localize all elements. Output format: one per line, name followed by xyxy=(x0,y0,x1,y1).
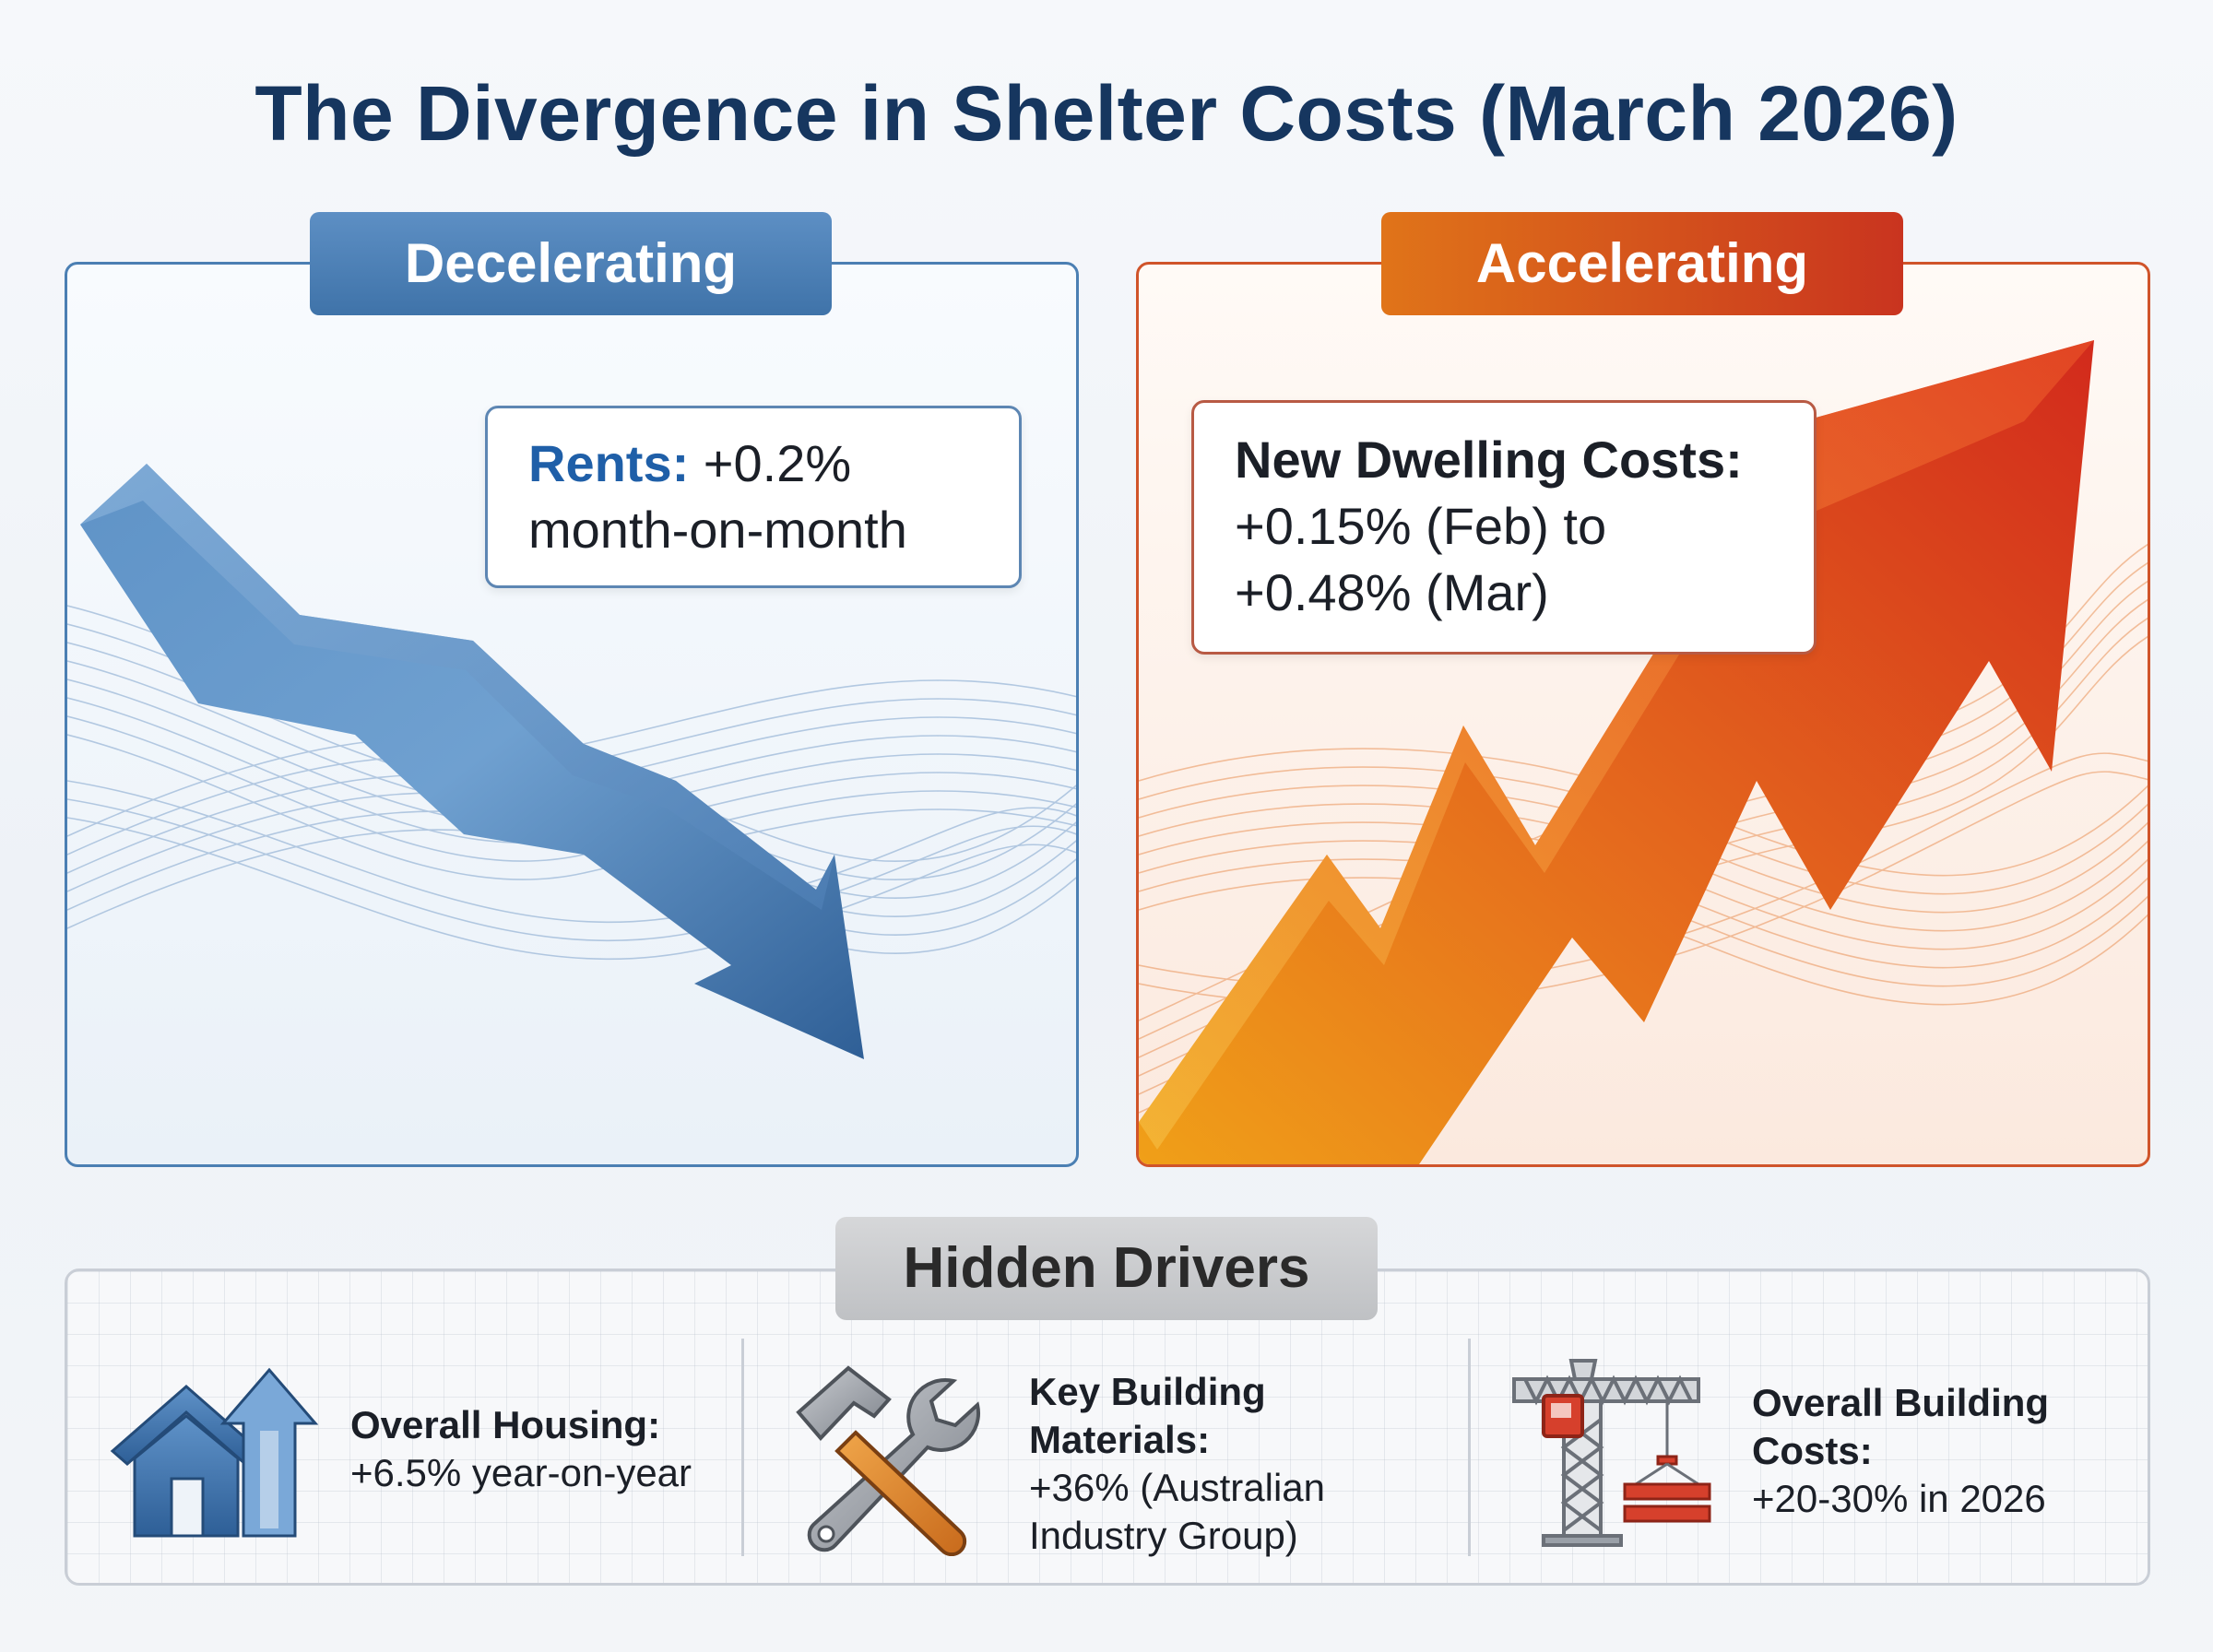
decelerating-panel xyxy=(65,262,1079,1167)
house-up-arrow-icon xyxy=(110,1367,319,1538)
rents-line: Rents: +0.2% xyxy=(528,431,1019,497)
key-materials-title-1: Key Building xyxy=(1029,1370,1266,1413)
driver-divider-2 xyxy=(1468,1339,1471,1556)
key-materials-value-1: +36% (Australian xyxy=(1029,1466,1326,1509)
rents-callout: Rents: +0.2% month-on-month xyxy=(485,406,1022,588)
driver-divider-1 xyxy=(741,1339,744,1556)
overall-housing-text: Overall Housing: +6.5% year-on-year xyxy=(350,1401,692,1497)
hidden-drivers-tag: Hidden Drivers xyxy=(835,1217,1378,1320)
rents-value: +0.2% xyxy=(703,434,852,492)
overall-building-title-2: Costs: xyxy=(1752,1429,1873,1472)
up-arrow xyxy=(1139,340,2094,1164)
overall-building-title-1: Overall Building xyxy=(1752,1381,2050,1424)
overall-building-value: +20-30% in 2026 xyxy=(1752,1477,2046,1520)
down-arrow xyxy=(80,464,864,1059)
key-materials-value-2: Industry Group) xyxy=(1029,1514,1298,1557)
new-dwelling-mar: +0.48% (Mar) xyxy=(1235,563,1549,621)
overall-housing-title: Overall Housing: xyxy=(350,1403,661,1446)
hidden-drivers-panel xyxy=(65,1268,2150,1586)
key-materials-text: Key Building Materials: +36% (Australian… xyxy=(1029,1368,1325,1560)
new-dwelling-callout: New Dwelling Costs: +0.15% (Feb) to +0.4… xyxy=(1191,400,1817,655)
rents-keyword: Rents: xyxy=(528,434,690,492)
accelerating-tag: Accelerating xyxy=(1381,212,1903,315)
hammer-wrench-icon xyxy=(796,1365,980,1556)
page-title: The Divergence in Shelter Costs (March 2… xyxy=(254,70,1959,157)
cost-rise-graphic xyxy=(1139,340,2148,1164)
overall-building-text: Overall Building Costs: +20-30% in 2026 xyxy=(1752,1379,2049,1523)
accelerating-panel xyxy=(1136,262,2150,1167)
new-dwelling-keyword: New Dwelling Costs: xyxy=(1235,431,1743,489)
rent-decline-graphic xyxy=(67,464,1076,1059)
key-materials-title-2: Materials: xyxy=(1029,1418,1211,1461)
crane-icon xyxy=(1512,1359,1711,1547)
overall-housing-value: +6.5% year-on-year xyxy=(350,1451,692,1494)
decelerating-tag: Decelerating xyxy=(310,212,832,315)
rents-detail: month-on-month xyxy=(528,501,907,559)
new-dwelling-feb: +0.15% (Feb) to xyxy=(1235,497,1607,555)
